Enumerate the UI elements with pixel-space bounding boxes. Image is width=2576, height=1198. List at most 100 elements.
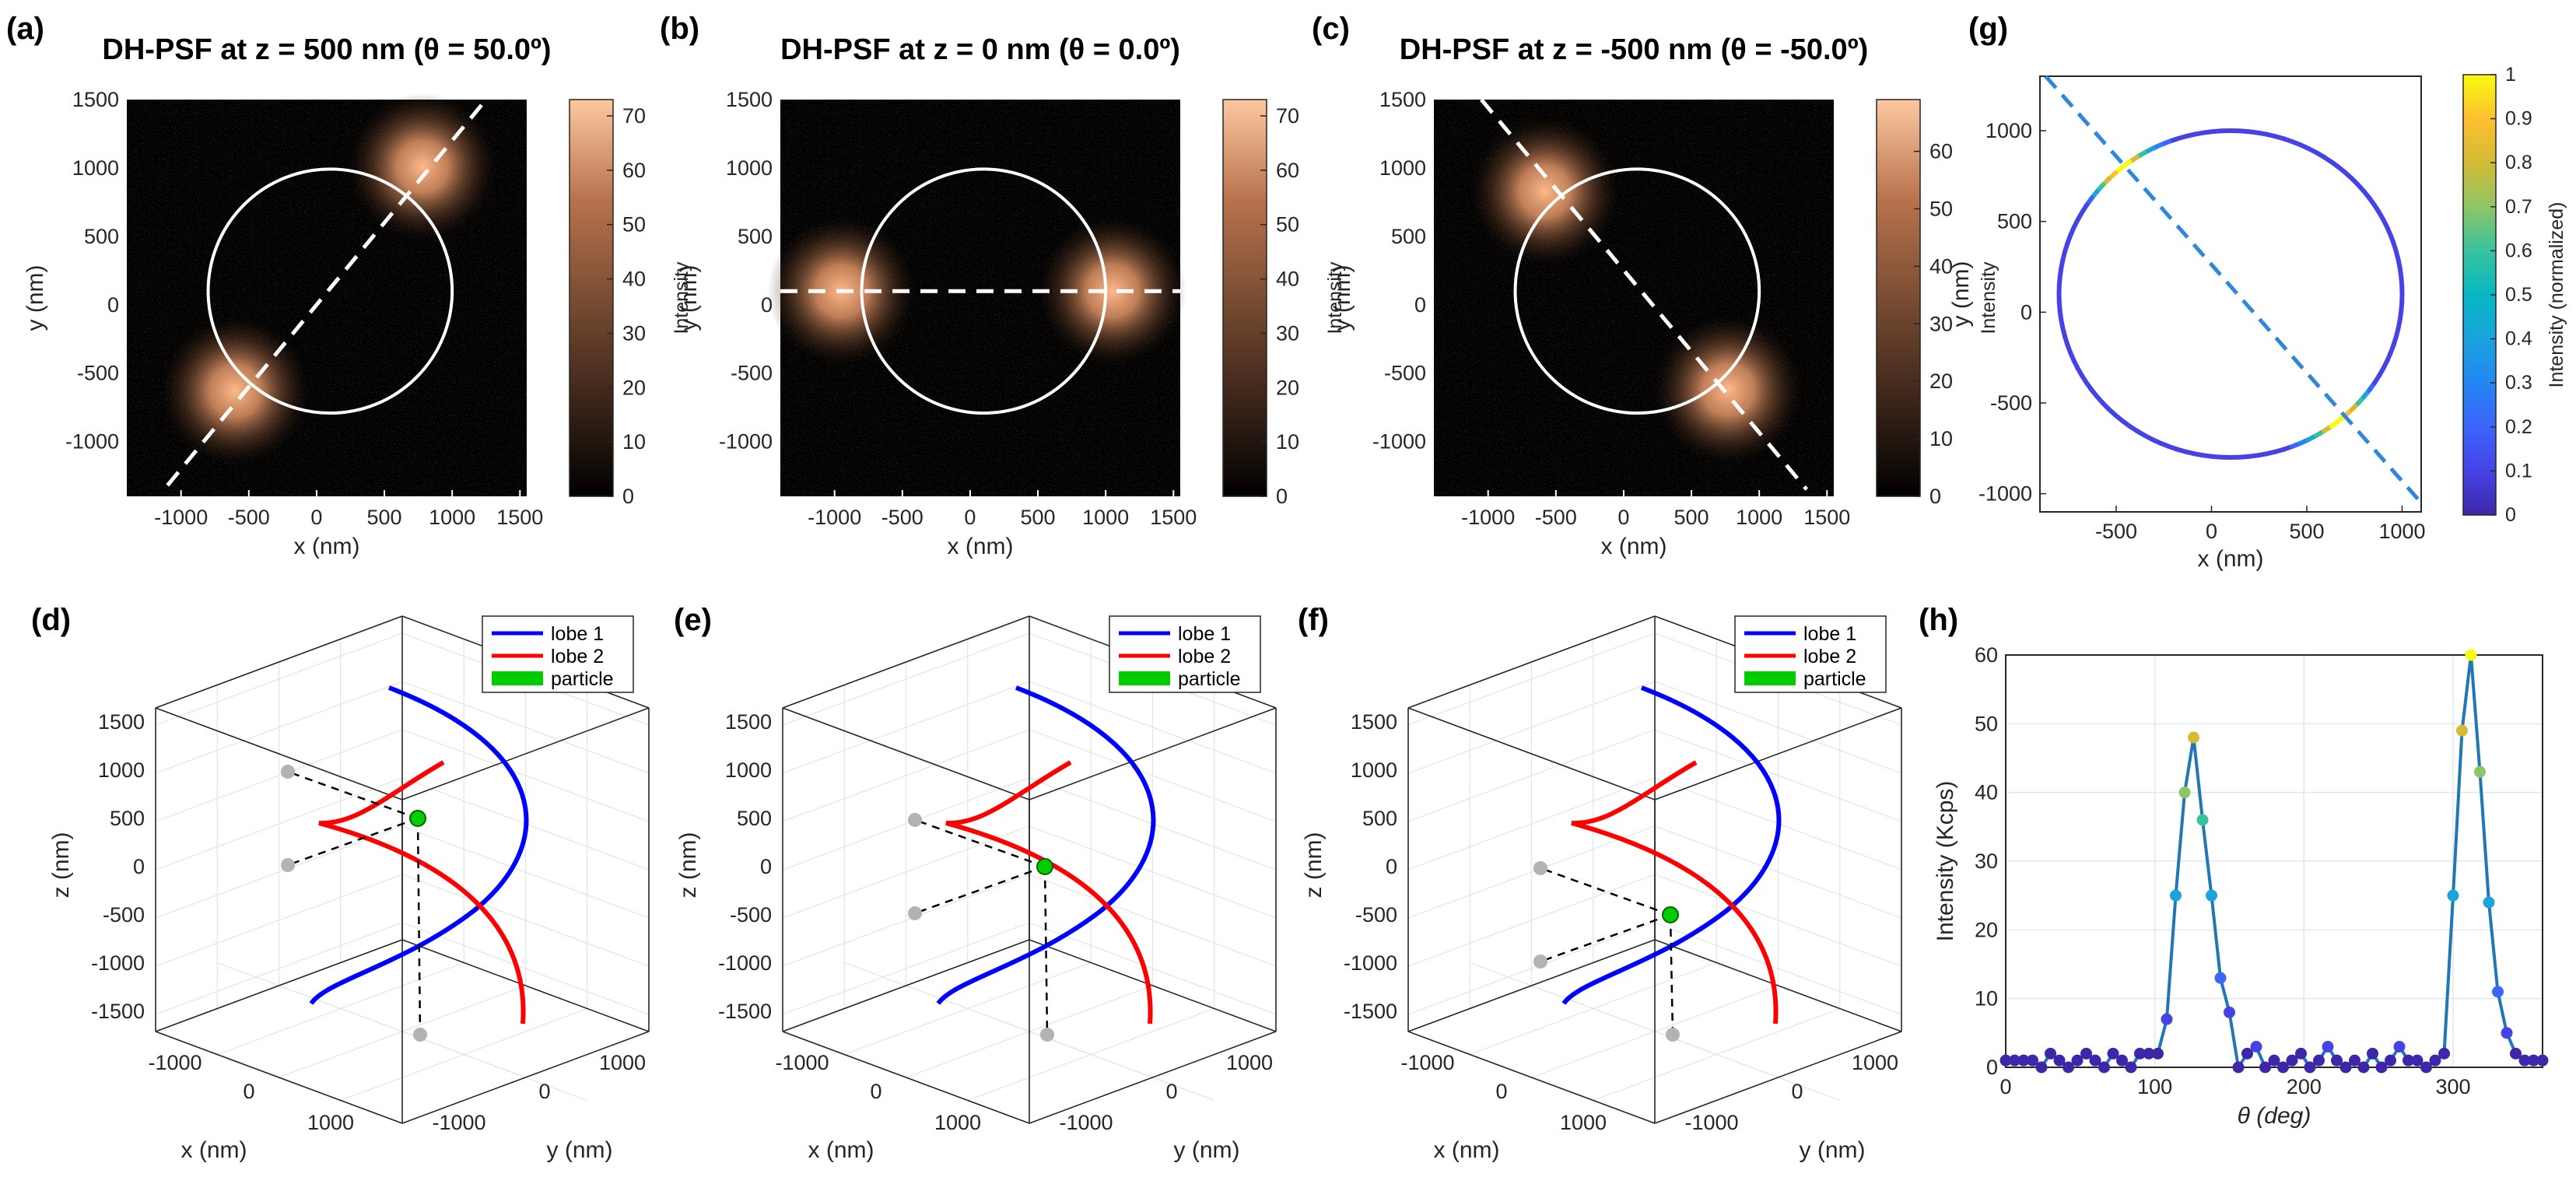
lobe1-curve — [1561, 685, 1782, 1005]
y-tick-label: 50 — [1975, 712, 1998, 735]
colorbar-tick-label: 0.5 — [2505, 284, 2532, 306]
z-tick-label: 500 — [737, 807, 772, 830]
data-point — [2420, 1061, 2432, 1074]
data-point — [2089, 1054, 2101, 1067]
data-point — [2107, 1047, 2119, 1060]
y-tick-label: -1000 — [1059, 1111, 1113, 1134]
y-tick-label: 0 — [107, 293, 119, 317]
y-tick-label: 0 — [2020, 300, 2032, 324]
data-point — [2071, 1054, 2084, 1067]
data-point — [2134, 1047, 2146, 1060]
z-tick-label: -500 — [730, 903, 772, 927]
data-point — [2528, 1054, 2539, 1067]
x-tick-label: -1000 — [808, 506, 861, 529]
panel-letter: (g) — [1968, 12, 2008, 46]
z-tick-label: -500 — [103, 903, 145, 927]
x-axis-label: x (nm) — [808, 1137, 874, 1163]
colorbar-tick-label: 50 — [622, 213, 646, 236]
data-point — [2536, 1054, 2549, 1067]
panel-e: (e) 1500 1000 500 0 -500 -1000 -1500 z (nm) -1000… — [674, 603, 1277, 1163]
y-tick-label: 30 — [1975, 849, 1998, 873]
legend-label: lobe 2 — [551, 646, 604, 667]
particle-projection — [281, 765, 295, 779]
box-edge — [155, 615, 403, 709]
colorbar-tick-label: 50 — [1929, 197, 1953, 220]
helix-circle — [860, 167, 1108, 415]
panel-title: DH-PSF at z = 500 nm (θ = 50.0º) — [102, 33, 551, 66]
x-tick-label: 500 — [2289, 520, 2324, 543]
data-point — [2367, 1047, 2378, 1060]
z-tick-label: 500 — [110, 807, 145, 830]
colorbar-tick-label: 0.1 — [2505, 460, 2532, 482]
y-tick-label: -500 — [731, 362, 773, 385]
data-point — [2116, 1054, 2128, 1067]
data-point — [2393, 1041, 2406, 1053]
particle-marker — [1662, 906, 1679, 923]
x-tick-label: 0 — [2206, 520, 2217, 543]
colorbar-label: Intensity — [1978, 261, 1999, 335]
plot-frame — [2005, 654, 2543, 1068]
particle-projection — [908, 813, 922, 827]
y-tick-label: 0 — [538, 1080, 550, 1103]
data-point — [2035, 1061, 2048, 1074]
x-tick-label: -1000 — [148, 1051, 202, 1074]
x-tick-label: 1500 — [1803, 506, 1850, 529]
lobe2-curve — [945, 760, 1153, 1025]
panel-letter: (b) — [660, 12, 699, 46]
particle-projection — [1533, 861, 1547, 875]
data-point — [2206, 889, 2217, 902]
data-point — [2492, 986, 2504, 998]
data-point — [2098, 1061, 2110, 1074]
z-tick-label: 0 — [133, 855, 145, 878]
legend-label: lobe 2 — [1803, 646, 1856, 667]
data-point — [2510, 1047, 2522, 1060]
colorbar-tick-label: 70 — [1276, 104, 1299, 128]
y-axis-label: y (nm) — [1330, 265, 1355, 331]
data-point — [2313, 1054, 2325, 1067]
plot-area — [2039, 75, 2422, 513]
colorbar-tick-label: 10 — [622, 430, 646, 454]
particle-projection — [1040, 1028, 1054, 1042]
data-point — [1999, 1054, 2012, 1067]
x-tick-label: 0 — [1495, 1080, 1507, 1103]
y-tick-label: 500 — [84, 225, 119, 248]
colorbar-tick-label: 0.7 — [2505, 196, 2532, 218]
x-tick-label: 300 — [2435, 1075, 2470, 1098]
x-axis-label: x (nm) — [2198, 546, 2264, 572]
z-tick-label: -1000 — [91, 951, 145, 975]
psf-lobe-spot — [1654, 315, 1803, 464]
box-edge — [1654, 707, 1902, 800]
data-point — [2224, 1006, 2235, 1018]
lobe1-curve — [309, 685, 529, 1005]
colorbar-tick-label: 0.9 — [2505, 108, 2532, 130]
psf-lobe-spot — [161, 317, 310, 465]
data-point — [2178, 786, 2191, 799]
colorbar-tick-label: 10 — [1929, 427, 1953, 450]
x-tick-label: 500 — [1674, 506, 1709, 529]
box-edge — [782, 1031, 1030, 1124]
z-axis-label: z (nm) — [48, 832, 74, 898]
projection-line — [1540, 913, 1671, 963]
projection-line — [287, 817, 419, 867]
particle-projection — [281, 858, 295, 872]
projection-line — [1540, 867, 1671, 916]
x-tick-label: 1000 — [934, 1111, 981, 1134]
data-point — [2349, 1054, 2360, 1067]
legend-label: lobe 1 — [551, 623, 604, 645]
data-point — [2304, 1061, 2316, 1074]
x-tick-label: 1500 — [496, 506, 543, 529]
data-point — [2501, 1027, 2513, 1039]
box-edge — [1407, 615, 1656, 709]
box-edge — [401, 939, 650, 1032]
x-tick-label: 0 — [243, 1080, 254, 1103]
colorbar-tick-label: 0 — [1929, 485, 1941, 508]
panel-a: (a) DH-PSF at z = 500 nm (θ = 50.0º) -1000… — [6, 12, 692, 559]
data-point — [2411, 1054, 2424, 1067]
legend-label: particle — [1178, 668, 1241, 690]
z-tick-label: -1500 — [1344, 1000, 1397, 1023]
x-tick-label: 1000 — [1560, 1111, 1607, 1134]
legend-swatch — [1119, 671, 1170, 685]
data-point — [2045, 1047, 2056, 1060]
particle-marker — [1036, 858, 1053, 875]
lobe2-curve — [1571, 760, 1779, 1025]
